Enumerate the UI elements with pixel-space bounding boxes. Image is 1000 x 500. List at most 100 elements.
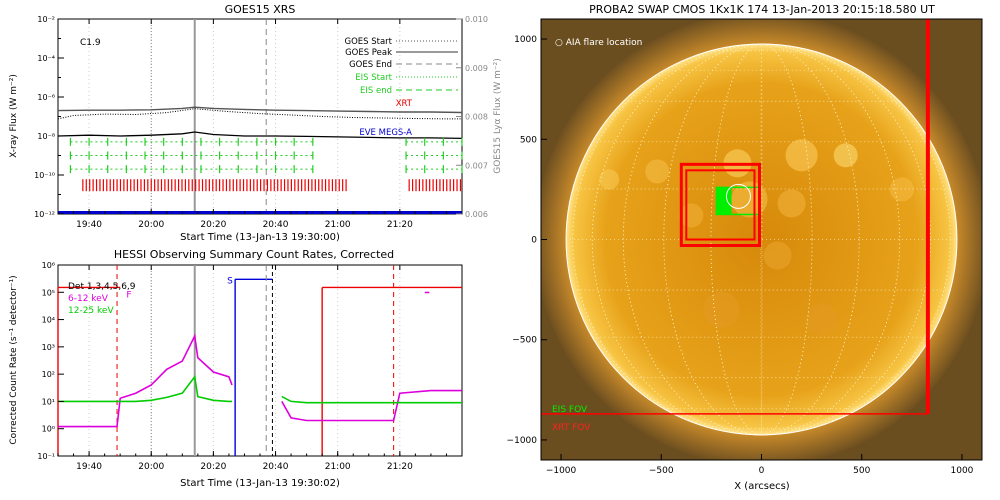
active-region <box>763 241 792 270</box>
sun-limb <box>565 43 958 436</box>
goes-y-ticks: 10⁻² 10⁻⁴ 10⁻⁶ 10⁻⁸ 10⁻¹⁰ 10⁻¹² <box>34 15 64 219</box>
xrs-long-line <box>57 106 463 114</box>
active-region <box>599 169 620 190</box>
active-region <box>889 177 914 202</box>
hessi-overlays: SF <box>57 265 462 456</box>
hessi-plot-frame <box>57 264 463 457</box>
goes-legend-label: GOES Start <box>344 37 392 47</box>
goes-x-tick-label: 20:40 <box>263 220 289 230</box>
hessi-6-12kev-line <box>58 333 462 428</box>
hessi-x-label: Start Time (13-Jan-13 19:30:02) <box>180 478 340 489</box>
hessi-y-tick-label: 10³ <box>42 343 55 352</box>
hessi-x-tick-label: 20:20 <box>200 462 226 472</box>
goes-right-tick-label: 0.008 <box>465 113 488 122</box>
hessi-legend: Det 1,3,4,5,6,9 6-12 keV 12-25 keV <box>68 282 136 316</box>
goes-x-label: Start Time (13-Jan-13 19:30:00) <box>180 232 340 243</box>
active-region <box>833 143 858 168</box>
goes-legend-label: XRT <box>396 99 413 109</box>
goes-right-ticks: 0.010 0.009 0.008 0.007 0.006 <box>456 15 488 219</box>
goes-y-tick-label: 10⁻⁴ <box>37 54 55 63</box>
hessi-y-tick-label: 10¹ <box>42 397 55 406</box>
hessi-x-tick-label: 21:00 <box>325 462 351 472</box>
night-label: F <box>126 290 131 300</box>
hessi-x-tick-label: 19:40 <box>76 462 102 472</box>
goes-x-tick-label: 21:00 <box>325 220 351 230</box>
xrt-fov-box-small <box>679 162 761 248</box>
aia-flare-location-label: ○ AIA flare location <box>555 38 642 48</box>
swap-x-label: X (arcsecs) <box>734 481 790 492</box>
goes-y-label-left: X-ray Flux (W m⁻²) <box>9 74 19 158</box>
eis-fov-fill <box>716 187 732 215</box>
hessi-y-tick-label: 10⁰ <box>42 425 55 434</box>
swap-y-tick-label: 1000 <box>514 35 537 45</box>
hessi-legend-label: 6-12 keV <box>68 294 109 304</box>
goes-x-ticks: 19:40 20:00 20:20 20:40 21:00 21:20 <box>57 19 463 230</box>
swap-x-tick-label: 500 <box>853 466 870 476</box>
active-region <box>777 189 806 218</box>
goes-y-tick-label: 10⁻⁶ <box>37 93 55 102</box>
hessi-panel: HESSI Observing Summary Count Rates, Cor… <box>9 248 463 489</box>
goes-legend-label: EIS Start <box>355 73 392 83</box>
hessi-y-label: Corrected Count Rate (s⁻¹ detector⁻¹) <box>9 275 19 444</box>
swap-y-ticks: 1000 500 0 −500 −1000 <box>507 35 547 446</box>
goes-right-tick-label: 0.010 <box>465 15 488 24</box>
aia-flare-marker <box>725 183 751 209</box>
goes-plot-frame <box>57 18 463 215</box>
goes-legend-label: GOES End <box>349 60 392 70</box>
eis-fov-label: EIS FOV <box>552 405 588 415</box>
goes-legend-label: EVE MEGS-A <box>359 128 412 138</box>
hessi-y-tick-label: 10⁶ <box>42 261 55 270</box>
goes-legend-label: GOES Peak <box>345 48 392 58</box>
swap-y-tick-label: −1000 <box>507 436 538 446</box>
goes-markers <box>58 137 463 214</box>
swap-x-ticks: −1000 −500 0 500 1000 <box>546 454 974 476</box>
hessi-y-tick-label: 10⁵ <box>42 288 55 297</box>
saa-label: S <box>227 276 233 286</box>
swap-x-tick-label: 1000 <box>951 466 974 476</box>
goes-y-label-right: GOES15 Lyα Flux (W m⁻²) <box>493 58 503 174</box>
hessi-12-25kev-line <box>58 374 462 404</box>
active-region <box>805 303 838 336</box>
goes-x-tick-label: 20:00 <box>138 220 164 230</box>
goes-y-tick-label: 10⁻¹⁰ <box>34 171 55 180</box>
active-region <box>679 203 704 228</box>
goes-y-tick-label: 10⁻¹² <box>34 210 55 219</box>
hessi-grid <box>88 265 401 456</box>
xrs-short-line <box>57 131 463 140</box>
goes-legend-label: EIS end <box>360 86 392 96</box>
swap-x-tick-label: 0 <box>759 466 765 476</box>
goes-class-label: C1.9 <box>80 38 101 48</box>
longitude-line <box>622 43 901 436</box>
swap-x-tick-label: −500 <box>649 466 674 476</box>
goes-series <box>57 106 463 140</box>
hessi-legend-label: 12-25 keV <box>68 306 114 316</box>
goes-y-tick-label: 10⁻² <box>37 15 55 24</box>
swap-y-tick-label: −500 <box>512 336 537 346</box>
hessi-series <box>58 333 462 428</box>
active-region <box>645 159 670 184</box>
hessi-y-tick-label: 10⁴ <box>42 316 55 325</box>
goes-right-tick-label: 0.007 <box>465 161 488 170</box>
hessi-y-ticks: 10⁶ 10⁵ 10⁴ 10³ 10² 10¹ 10⁰ 10⁻¹ <box>37 261 64 461</box>
hessi-x-tick-label: 21:20 <box>387 462 413 472</box>
hessi-title: HESSI Observing Summary Count Rates, Cor… <box>114 248 394 261</box>
goes-x-tick-label: 21:20 <box>387 220 413 230</box>
swap-x-tick-label: −1000 <box>546 466 577 476</box>
xrt-fov-label: XRT FOV <box>552 423 591 433</box>
active-region <box>785 139 818 172</box>
swap-panel: PROBA2 SWAP CMOS 1Kx1K 174 13-Jan-2013 2… <box>507 3 983 492</box>
hessi-x-ticks: 19:40 20:00 20:20 20:40 21:00 21:20 <box>57 265 463 472</box>
goes-x-tick-label: 19:40 <box>76 220 102 230</box>
xrt-fov-box-inner <box>685 169 756 241</box>
fov-overlays <box>541 19 930 415</box>
goes-right-tick-label: 0.006 <box>465 210 488 219</box>
goes-panel: GOES15 XRS 19:40 20:00 20:20 20:40 21:00 21:2… <box>9 3 503 243</box>
lyman-alpha-line <box>57 108 462 120</box>
swap-title: PROBA2 SWAP CMOS 1Kx1K 174 13-Jan-2013 2… <box>589 3 935 16</box>
goes-y-tick-label: 10⁻⁸ <box>37 132 55 141</box>
active-region <box>703 291 740 328</box>
goes-x-tick-label: 20:20 <box>200 220 226 230</box>
hessi-legend-label: Det 1,3,4,5,6,9 <box>68 282 136 292</box>
